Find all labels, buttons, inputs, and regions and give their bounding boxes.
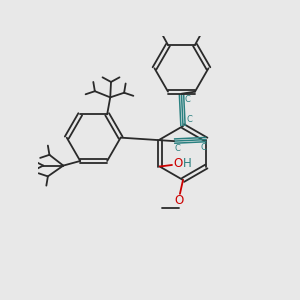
Text: C: C: [200, 143, 206, 152]
Text: O: O: [175, 194, 184, 207]
Text: H: H: [183, 157, 192, 170]
Text: O: O: [173, 157, 183, 170]
Text: C: C: [175, 144, 181, 153]
Text: C: C: [186, 116, 192, 124]
Text: C: C: [185, 95, 191, 104]
